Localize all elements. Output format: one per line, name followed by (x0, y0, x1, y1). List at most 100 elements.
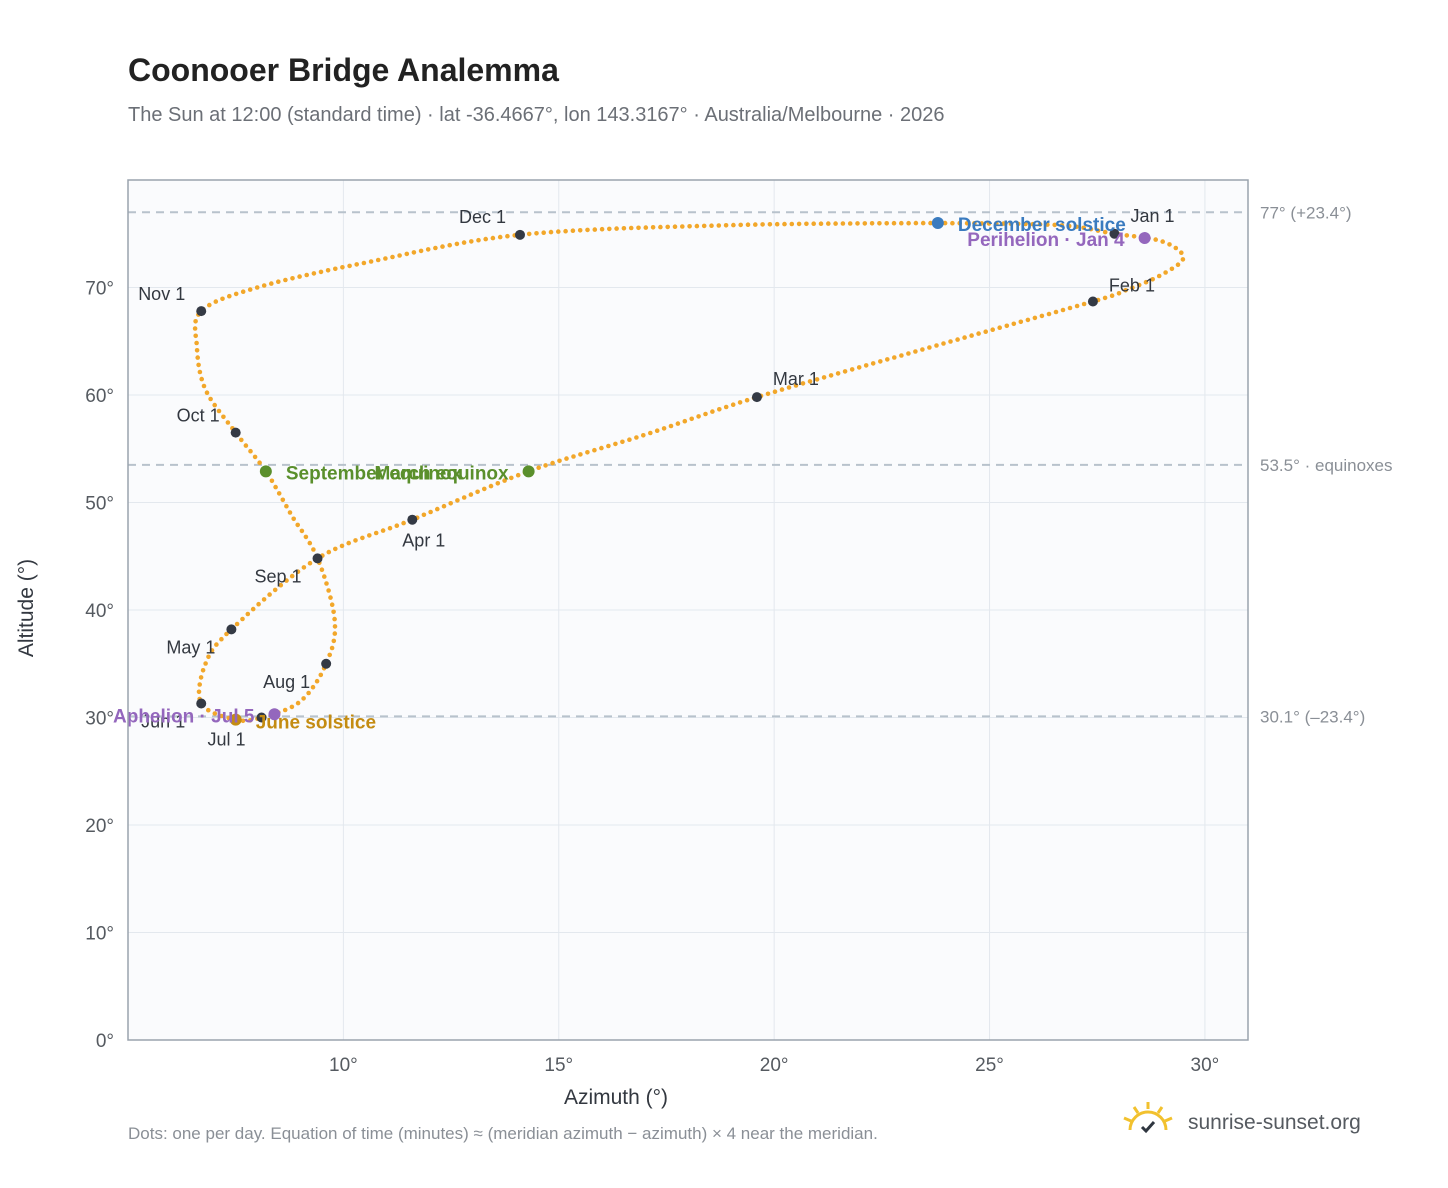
day-dot (322, 574, 327, 579)
day-dot (694, 223, 700, 229)
day-dot (979, 221, 984, 226)
day-dot (701, 223, 707, 229)
day-dot (661, 426, 667, 431)
day-dot (891, 220, 897, 226)
day-dot (818, 221, 824, 226)
day-dot (969, 333, 974, 338)
day-dot (717, 407, 722, 412)
day-dot (209, 648, 215, 653)
day-dot (239, 437, 244, 443)
day-dot (269, 281, 274, 286)
day-dot (1167, 242, 1172, 247)
day-dot (245, 611, 251, 617)
day-dot (329, 645, 335, 651)
day-dot (643, 225, 649, 230)
day-dot (878, 359, 883, 364)
day-dot (1018, 319, 1024, 325)
x-tick-label: 30° (1191, 1055, 1220, 1076)
day-dot (620, 439, 625, 445)
day-dot (332, 624, 338, 629)
day-dot (368, 259, 374, 264)
day-dot (847, 221, 853, 226)
day-dot (607, 226, 612, 232)
day-dot (301, 565, 307, 570)
day-dot (782, 221, 787, 227)
day-dot (1067, 305, 1073, 311)
day-dot (291, 516, 297, 522)
day-dot (198, 675, 204, 680)
month-markers: Jan 1 Feb 1 Mar 1 Apr 1 May 1 Jun 1 Jul 1 Aug 1… (138, 206, 1174, 750)
month-label: Nov 1 (138, 284, 185, 304)
y-tick-label: 0° (96, 1031, 114, 1052)
day-dot (421, 512, 427, 518)
day-dot (283, 277, 288, 283)
day-dot (1045, 222, 1050, 227)
day-dot (913, 349, 918, 354)
day-dot (821, 375, 827, 380)
day-dot (744, 397, 750, 403)
day-dot (221, 414, 226, 420)
day-dot (193, 319, 198, 324)
day-dot (1015, 221, 1021, 227)
day-dot (885, 357, 890, 362)
day-dot (870, 361, 876, 366)
event-label: Perihelion · Jan 4 (967, 230, 1125, 251)
day-dot (613, 441, 618, 447)
day-dot (206, 707, 211, 713)
day-dot (710, 409, 715, 414)
day-dot (1081, 301, 1087, 307)
day-dot (835, 371, 841, 376)
day-dot (261, 597, 267, 602)
day-dot (986, 221, 992, 226)
day-dot (1169, 266, 1175, 272)
day-dot (495, 481, 501, 486)
day-dot (314, 678, 320, 684)
day-dot (276, 491, 282, 496)
day-dot (1124, 233, 1130, 238)
day-dot (455, 498, 460, 503)
month-marker (226, 624, 237, 635)
day-dot (290, 276, 295, 281)
day-dot (287, 510, 293, 515)
day-dot (219, 713, 224, 719)
day-dot (278, 582, 284, 588)
brand[interactable]: sunrise-sunset.org (1120, 1100, 1361, 1145)
day-dot (716, 223, 722, 228)
day-dot (476, 237, 481, 243)
day-dot (267, 592, 272, 597)
month-marker (312, 553, 323, 564)
day-dot (675, 421, 681, 426)
day-dot (367, 533, 372, 538)
day-dot (920, 220, 926, 226)
day-dot (789, 221, 795, 227)
day-dot (227, 293, 232, 299)
day-dot (703, 411, 708, 417)
day-dot (779, 387, 785, 392)
day-dot (1025, 317, 1031, 323)
day-dot (731, 222, 736, 228)
day-dot (225, 420, 231, 425)
day-dot (324, 581, 329, 586)
day-dot (972, 221, 977, 226)
day-dot (534, 231, 539, 236)
day-dot (216, 408, 222, 414)
day-dot (199, 376, 204, 382)
day-dot (375, 257, 381, 263)
day-dot (753, 222, 758, 227)
x-tick-label: 20° (760, 1055, 789, 1076)
day-dot (303, 534, 309, 540)
day-dot (869, 221, 875, 226)
day-dot (361, 260, 367, 266)
day-dot (207, 302, 212, 308)
day-dot (1160, 239, 1165, 244)
day-dot (1173, 245, 1179, 251)
y-axis-title: Altitude (°) (15, 559, 38, 657)
day-dot (243, 443, 249, 448)
day-dot (331, 638, 337, 644)
day-dot (863, 363, 869, 368)
day-dot (689, 416, 694, 422)
day-dot (577, 228, 583, 233)
event-label: September equinox (286, 463, 463, 484)
day-dot (990, 327, 995, 333)
